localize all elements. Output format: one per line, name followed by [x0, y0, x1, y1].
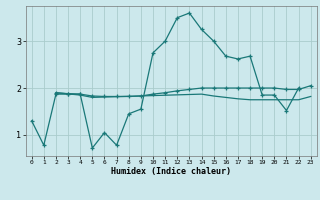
- X-axis label: Humidex (Indice chaleur): Humidex (Indice chaleur): [111, 167, 231, 176]
